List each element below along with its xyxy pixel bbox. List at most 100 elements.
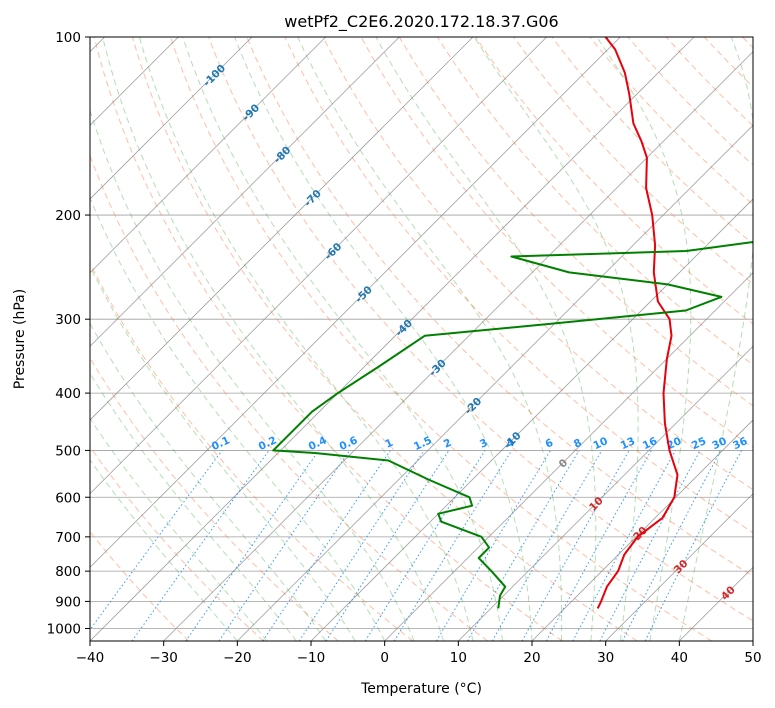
dry-adiabat	[131, 37, 638, 641]
x-tick-label: 40	[671, 650, 688, 666]
dry-adiabat	[703, 37, 753, 88]
mixing-ratio-line	[393, 450, 513, 641]
dry-adiabat	[90, 530, 190, 641]
x-tick-label: −40	[76, 650, 105, 666]
y-tick-label: 700	[55, 530, 81, 546]
isotherm-line	[679, 566, 753, 641]
mixing-ratio-line	[218, 450, 351, 641]
chart-overlays	[90, 37, 753, 641]
moist-adiabat	[90, 265, 356, 641]
x-tick-label: 50	[744, 650, 761, 666]
isotherm-label: -50	[353, 284, 375, 306]
y-axis-title: Pressure (hPa)	[12, 289, 28, 389]
isotherm-label: -30	[427, 357, 449, 379]
isotherm-line	[752, 640, 753, 641]
isotherm-line	[531, 419, 753, 641]
moist-adiabat	[90, 322, 327, 641]
mixing-ratio-line	[521, 450, 630, 641]
mixing-ratio-label: 1	[383, 437, 395, 451]
moist-adiabat	[297, 37, 563, 641]
mixing-ratio-line	[621, 450, 722, 641]
mixing-ratio-line	[545, 450, 652, 641]
moist-adiabat	[102, 37, 445, 641]
isotherm-line	[90, 37, 326, 274]
isotherm-line	[163, 51, 753, 641]
mixing-ratio-line	[572, 450, 676, 641]
mixing-ratio-line	[90, 450, 223, 631]
x-tick-label: 10	[450, 650, 467, 666]
dry-adiabat	[246, 37, 753, 577]
mixing-ratio-label: 6	[543, 437, 555, 451]
isotherm-line	[90, 37, 695, 641]
y-tick-label: 900	[55, 594, 81, 610]
mixing-ratio-line	[262, 450, 391, 641]
mixing-ratio-line	[644, 450, 742, 641]
moist-adiabat	[90, 458, 238, 641]
x-tick-label: −10	[297, 650, 326, 666]
chart-title: wetPf2_C2E6.2020.172.18.37.G06	[284, 12, 558, 32]
moist-adiabat	[90, 417, 268, 641]
isotherm-label: 10	[587, 495, 606, 514]
mixing-ratio-line	[298, 450, 425, 641]
isotherm-line	[90, 37, 547, 495]
moist-adiabat	[596, 37, 692, 641]
mixing-ratio-line	[185, 450, 320, 641]
dry-adiabat	[93, 37, 563, 641]
mixing-ratio-line	[435, 450, 552, 641]
y-tick-label: 100	[55, 30, 81, 46]
mixing-ratio-label: 8	[572, 437, 584, 451]
y-tick-label: 400	[55, 386, 81, 402]
isotherm-label: -10	[502, 430, 524, 452]
isotherm-line	[90, 37, 400, 347]
y-tick-label: 200	[55, 208, 81, 224]
isotherm-line	[458, 345, 753, 641]
isotherm-line	[90, 37, 474, 421]
mixing-ratio-line	[467, 450, 580, 641]
isotherm-label: -40	[393, 317, 415, 339]
dry-adiabat	[322, 37, 753, 491]
x-tick-label: 20	[523, 650, 540, 666]
temperature-profile-line	[596, 37, 679, 609]
mixing-ratio-label: 3	[478, 437, 490, 451]
mixing-ratio-line	[325, 450, 450, 641]
dry-adiabat	[90, 261, 414, 641]
dry-adiabat	[90, 154, 488, 641]
dry-adiabat	[513, 37, 753, 285]
moist-adiabat	[138, 37, 474, 641]
y-tick-label: 500	[55, 443, 81, 459]
isotherm-label: -80	[272, 144, 294, 166]
moist-adiabat	[90, 372, 297, 641]
y-axis: 1000 900 800 700 600 500 400 300 200 100	[47, 30, 90, 637]
y-tick-label: 800	[55, 564, 81, 580]
isotherm-line	[605, 493, 753, 641]
sounding-profiles	[272, 37, 753, 609]
x-axis-title: Temperature (°C)	[360, 681, 482, 697]
isotherm-line	[237, 124, 753, 641]
x-tick-label: 30	[597, 650, 614, 666]
isotherm-label: 30	[672, 558, 691, 577]
dry-adiabat	[170, 37, 712, 641]
moist-adiabat	[90, 196, 386, 641]
mixing-ratio-label: 30	[710, 435, 728, 452]
isotherm-label: -90	[240, 102, 262, 124]
x-axis: −40 −30 −20 −10 0 10 20 30 40 50	[76, 641, 762, 666]
plot-frame	[89, 36, 754, 642]
isotherm-line	[310, 198, 753, 641]
mixing-ratio-label: 4	[505, 437, 517, 451]
dry-adiabat	[475, 37, 753, 325]
mixing-ratio-label: 16	[641, 435, 659, 452]
isotherm-label: -70	[302, 188, 324, 210]
y-tick-label: 600	[55, 490, 81, 506]
x-tick-label: 0	[380, 650, 389, 666]
isotherm-line	[90, 37, 621, 568]
isotherm-label: 0	[557, 457, 571, 471]
mixing-ratio-line	[131, 450, 270, 641]
y-tick-label: 1000	[47, 621, 81, 637]
mixing-ratio-label: 36	[731, 435, 749, 452]
dry-adiabat	[90, 445, 264, 641]
isotherm-label: 40	[719, 584, 738, 603]
dry-adiabat	[436, 37, 753, 366]
isotherm-line	[90, 37, 253, 200]
x-tick-label: −30	[149, 650, 178, 666]
